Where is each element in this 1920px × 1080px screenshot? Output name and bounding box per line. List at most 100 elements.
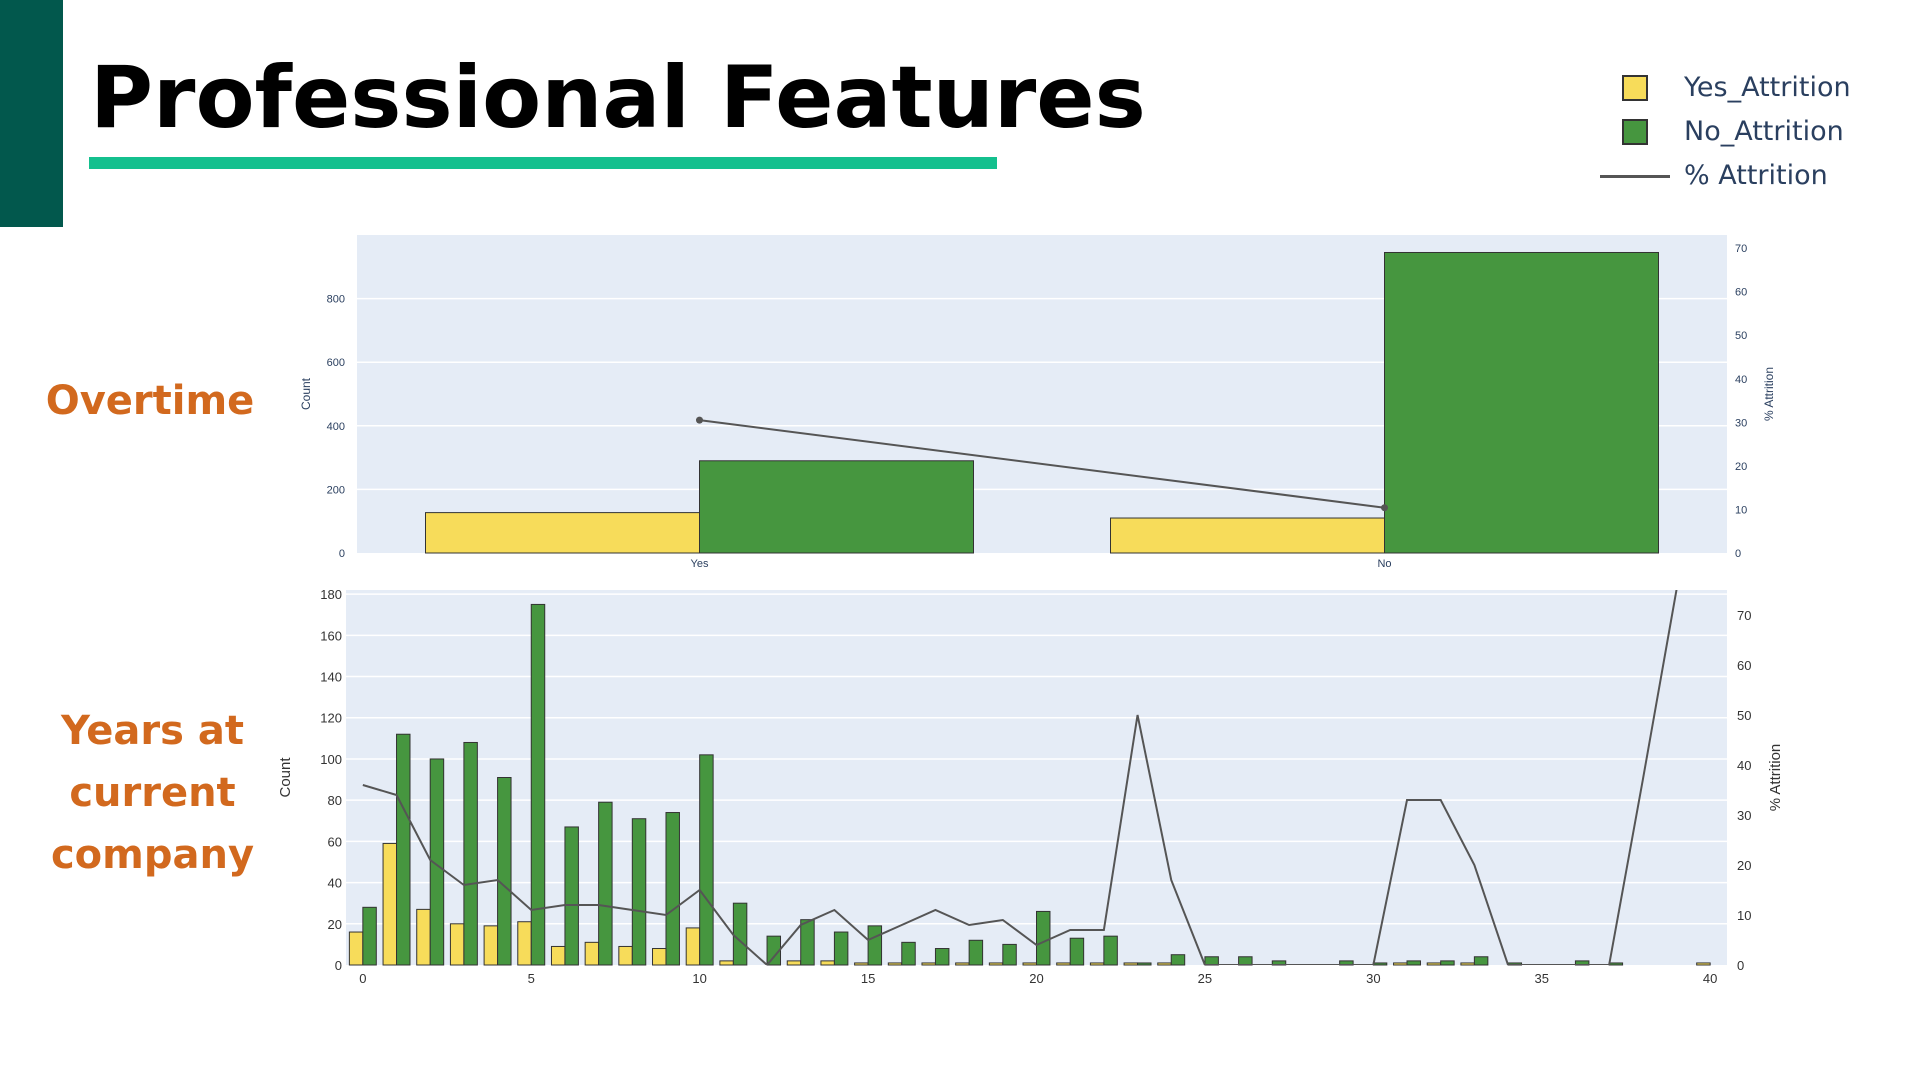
bar-no: [699, 754, 714, 966]
legend-line-pct: [1600, 175, 1670, 178]
y-tick-label: 600: [327, 357, 345, 369]
bar-yes: [955, 962, 970, 966]
y2-axis-label: % Attrition: [1767, 744, 1784, 812]
x-tick-label: No: [1377, 558, 1391, 570]
bar-yes: [820, 960, 835, 966]
bar-no: [732, 902, 748, 966]
bar-no: [1473, 956, 1489, 966]
accent-bar: [0, 0, 63, 227]
y2-tick-label: 70: [1735, 243, 1747, 255]
x-tick-label: 30: [1366, 971, 1380, 986]
y2-tick-label: 40: [1735, 374, 1747, 386]
bar-yes: [1460, 962, 1475, 966]
y-tick-label: 140: [320, 670, 342, 685]
y2-tick-label: 30: [1735, 417, 1747, 429]
years-at-company-chart: 0 20 40 60 80 100 120 140 160 180 0 10 20 30 40 50 60 70 0…: [277, 587, 1784, 986]
bar-yes: [1157, 962, 1172, 966]
bar-no: [1002, 943, 1017, 966]
chart-legend: Yes_Attrition No_Attrition % Attrition: [1600, 70, 1900, 200]
bar-yes: [449, 923, 465, 966]
bar-yes: [425, 512, 700, 554]
y2-tick-label: 50: [1735, 330, 1747, 342]
y-tick-label: 20: [328, 917, 342, 932]
legend-label-pct: % Attrition: [1684, 160, 1828, 191]
bar-yes: [348, 931, 364, 966]
bar-yes: [1089, 962, 1105, 966]
bar-no: [1204, 956, 1219, 966]
x-tick-label: 0: [359, 971, 366, 986]
attrition-line: [699, 419, 1385, 509]
bar-no: [429, 758, 445, 966]
bar-no: [968, 939, 984, 966]
bar-no: [867, 925, 883, 966]
x-tick-label: 10: [692, 971, 706, 986]
bar-yes: [1123, 962, 1139, 966]
bar-yes: [1696, 962, 1711, 966]
plot-background: [346, 590, 1727, 965]
bar-no: [665, 812, 680, 966]
bar-no: [598, 801, 613, 966]
bar-yes: [483, 925, 499, 966]
bar-no: [1036, 910, 1051, 966]
row-label-years: Years at current company: [50, 708, 255, 878]
bar-no: [1384, 251, 1659, 554]
bar-yes: [1022, 962, 1038, 966]
y2-tick-label: 0: [1735, 548, 1741, 560]
bar-no: [396, 733, 411, 966]
y2-tick-label: 60: [1735, 287, 1747, 299]
y-tick-label: 160: [320, 628, 342, 643]
bar-yes: [1056, 962, 1071, 966]
bar-yes: [652, 948, 667, 966]
bar-yes: [618, 945, 633, 966]
y2-tick-label: 50: [1737, 708, 1751, 723]
bar-yes: [854, 962, 869, 966]
bar-no: [463, 741, 478, 966]
y2-tick-label: 20: [1737, 858, 1751, 873]
y2-tick-label: 20: [1735, 461, 1747, 473]
attrition-point: [696, 416, 703, 424]
bar-yes: [517, 921, 532, 966]
bar-no: [1406, 960, 1421, 966]
attrition-line: [362, 590, 1678, 965]
title-underline: [89, 157, 997, 169]
bar-no: [800, 919, 815, 966]
y2-tick-label: 60: [1737, 658, 1751, 673]
y-axis-label: Count: [277, 757, 294, 798]
y-tick-label: 200: [327, 484, 345, 496]
bar-no: [833, 931, 849, 966]
overtime-chart: 0 200 400 600 800 0 10 20 30 40 50 60 70 Yes No Count % …: [299, 235, 1776, 570]
legend-item-pct: % Attrition: [1600, 158, 1900, 198]
legend-item-no: No_Attrition: [1600, 114, 1900, 154]
x-tick-label: 40: [1703, 971, 1717, 986]
bar-no: [1103, 935, 1118, 966]
bar-yes: [382, 842, 398, 966]
x-tick-label: 20: [1029, 971, 1043, 986]
bar-no: [901, 941, 916, 966]
bar-yes: [685, 927, 701, 966]
bar-no: [497, 777, 512, 966]
y-tick-label: 40: [328, 876, 342, 891]
y-tick-label: 400: [327, 421, 345, 433]
x-tick-label: 5: [528, 971, 535, 986]
bar-yes: [988, 962, 1004, 966]
bar-yes: [550, 945, 566, 966]
bar-no: [1372, 962, 1388, 966]
y-tick-label: 0: [335, 958, 342, 973]
bar-no: [1238, 956, 1253, 966]
y-tick-label: 0: [339, 548, 345, 560]
x-tick-label: 35: [1535, 971, 1549, 986]
bar-no: [1608, 962, 1624, 966]
bar-no: [530, 603, 546, 966]
y2-tick-label: 70: [1737, 608, 1751, 623]
legend-label-no: No_Attrition: [1684, 116, 1844, 147]
x-tick-label: 15: [861, 971, 875, 986]
bar-no: [766, 935, 782, 966]
bar-no: [564, 826, 579, 966]
bar-no: [1440, 960, 1455, 966]
bar-no: [1137, 962, 1152, 966]
bar-no: [934, 948, 950, 966]
legend-swatch-no: [1622, 119, 1648, 145]
y-tick-label: 80: [328, 793, 342, 808]
bar-no: [699, 460, 974, 554]
bar-no: [362, 906, 377, 966]
